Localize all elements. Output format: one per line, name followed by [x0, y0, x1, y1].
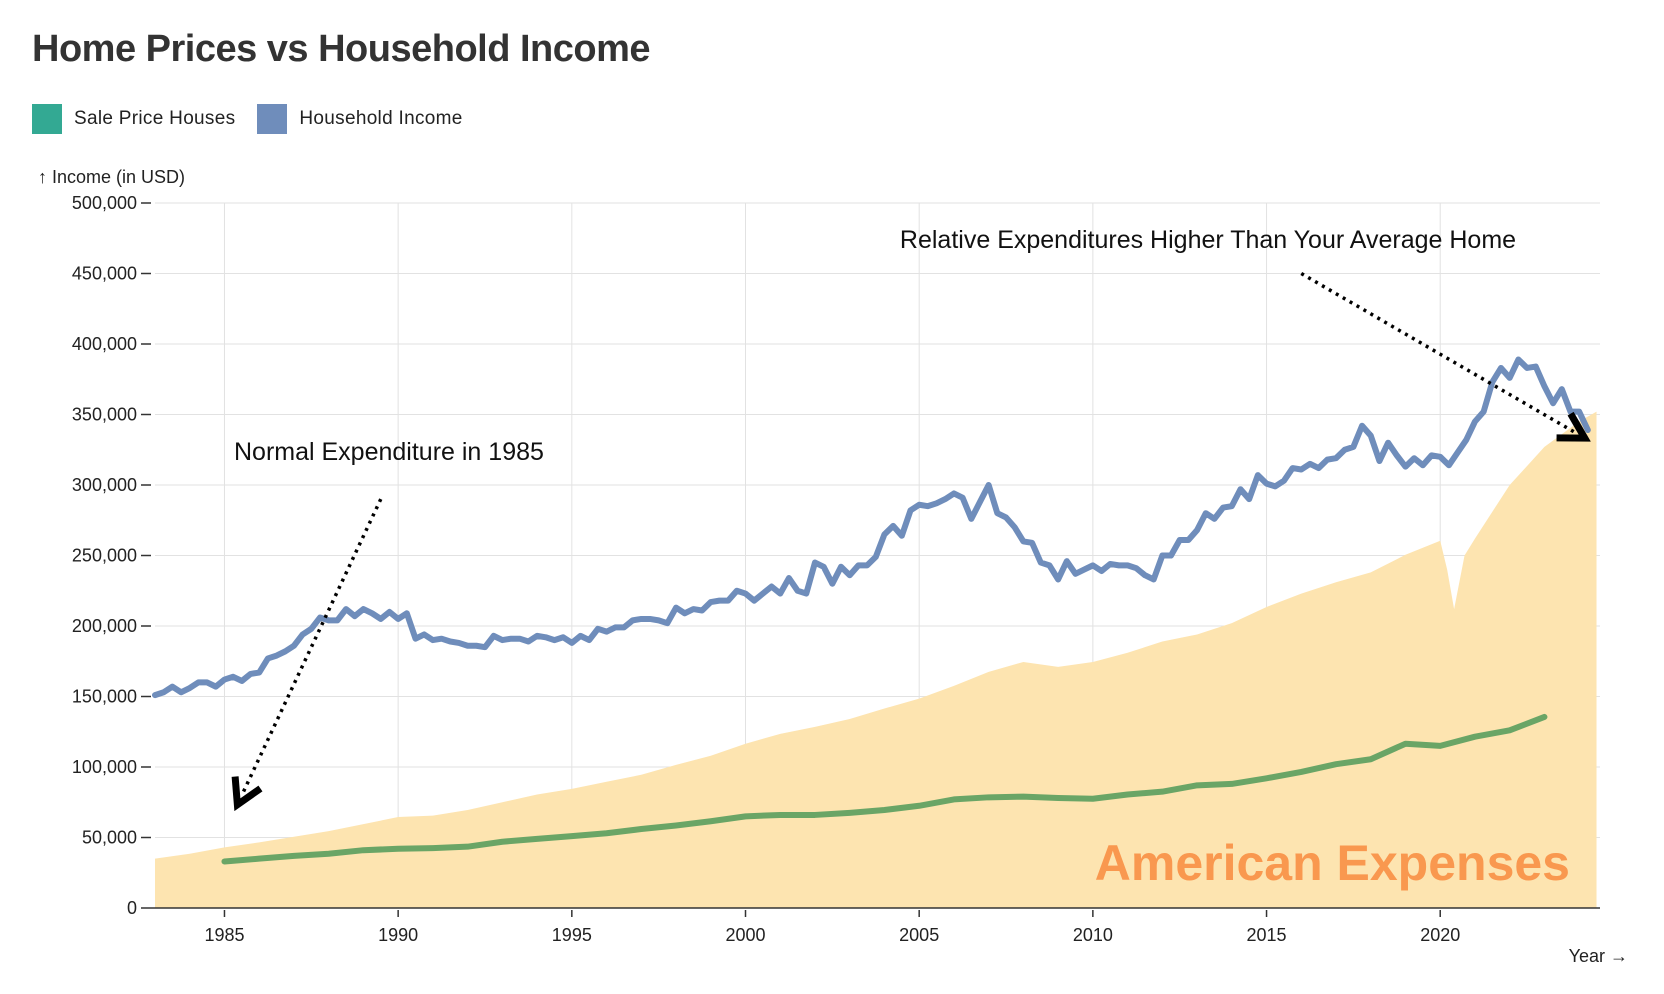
x-tick-label: 1990: [378, 925, 418, 945]
legend-item-sale-price: Sale Price Houses: [32, 104, 235, 134]
legend-label-sale-price: Sale Price Houses: [74, 108, 236, 129]
watermark-text: American Expenses: [1095, 835, 1570, 891]
annotation-arrow: [1300, 271, 1575, 433]
y-tick-label: 150,000: [72, 687, 137, 707]
y-tick-label: 200,000: [72, 616, 137, 636]
axes: 0 50,000 100,000 150,000 200,000 250,000 300,0…: [72, 193, 1600, 945]
y-tick-label: 300,000: [72, 475, 137, 495]
x-tick-label: 2005: [899, 925, 939, 945]
sale-price-line: [221, 713, 1548, 865]
y-tick-label: 250,000: [72, 546, 137, 566]
y-tick-label: 50,000: [82, 828, 137, 848]
area-series: [155, 411, 1597, 908]
annotation-arrow: [242, 498, 383, 795]
x-axis-label: Year →: [1569, 946, 1628, 966]
household-income-line: [152, 356, 1591, 699]
y-tick-label: 0: [127, 898, 137, 918]
y-axis-label: ↑ Income (in USD): [38, 167, 185, 187]
legend-swatch-sale-price: [32, 104, 62, 134]
y-tick-label: 100,000: [72, 757, 137, 777]
x-tick-label: 2000: [725, 925, 765, 945]
annotations: Normal Expenditure in 1985 Relative Expen…: [234, 226, 1576, 795]
y-tick-label: 500,000: [72, 193, 137, 213]
legend-label-household-income: Household Income: [299, 108, 463, 129]
series-lines: [152, 356, 1591, 865]
annotation-label: Relative Expenditures Higher Than Your A…: [900, 226, 1516, 254]
area-layer: [155, 411, 1597, 908]
legend: Sale Price Houses Household Income: [32, 104, 463, 134]
y-tick-label: 350,000: [72, 405, 137, 425]
x-tick-label: 1995: [552, 925, 592, 945]
y-tick-label: 450,000: [72, 264, 137, 284]
x-tick-label: 2010: [1073, 925, 1113, 945]
x-tick-label: 2015: [1247, 925, 1287, 945]
x-tick-label: 2020: [1420, 925, 1460, 945]
x-tick-label: 1985: [204, 925, 244, 945]
legend-item-household-income: Household Income: [257, 104, 462, 134]
chart-title: Home Prices vs Household Income: [32, 28, 651, 70]
legend-swatch-household-income: [257, 104, 288, 134]
annotation-label: Normal Expenditure in 1985: [234, 438, 544, 466]
y-tick-label: 400,000: [72, 334, 137, 354]
